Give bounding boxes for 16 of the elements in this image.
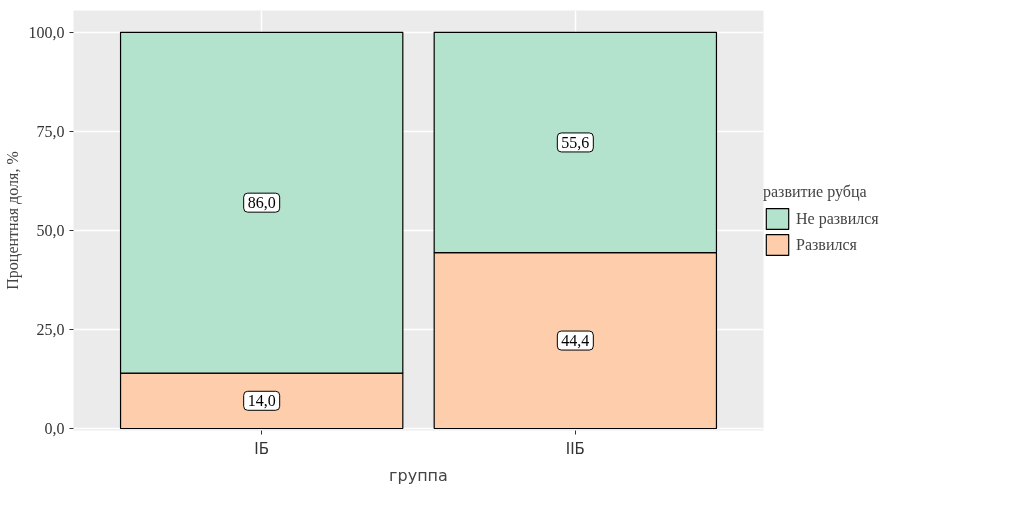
y-tick-label: 0,0 <box>44 420 65 438</box>
x-tick-label: IБ <box>254 439 270 458</box>
y-tick-label: 50,0 <box>36 221 65 239</box>
x-tick-label: IIБ <box>565 439 585 458</box>
y-tick-label: 100,0 <box>28 23 65 41</box>
legend-label: Развился <box>796 235 857 254</box>
legend-title: развитие рубца <box>763 182 868 201</box>
data-label: 44,4 <box>561 332 590 350</box>
data-label: 55,6 <box>561 133 590 151</box>
y-tick-label: 75,0 <box>36 122 65 140</box>
y-tick-label: 25,0 <box>36 320 65 338</box>
x-axis-title: группа <box>389 465 448 485</box>
data-label: 86,0 <box>247 194 276 212</box>
y-axis-title: Процентная доля, % <box>3 151 22 290</box>
data-label: 14,0 <box>247 392 276 410</box>
legend-label: Не развился <box>796 209 879 228</box>
